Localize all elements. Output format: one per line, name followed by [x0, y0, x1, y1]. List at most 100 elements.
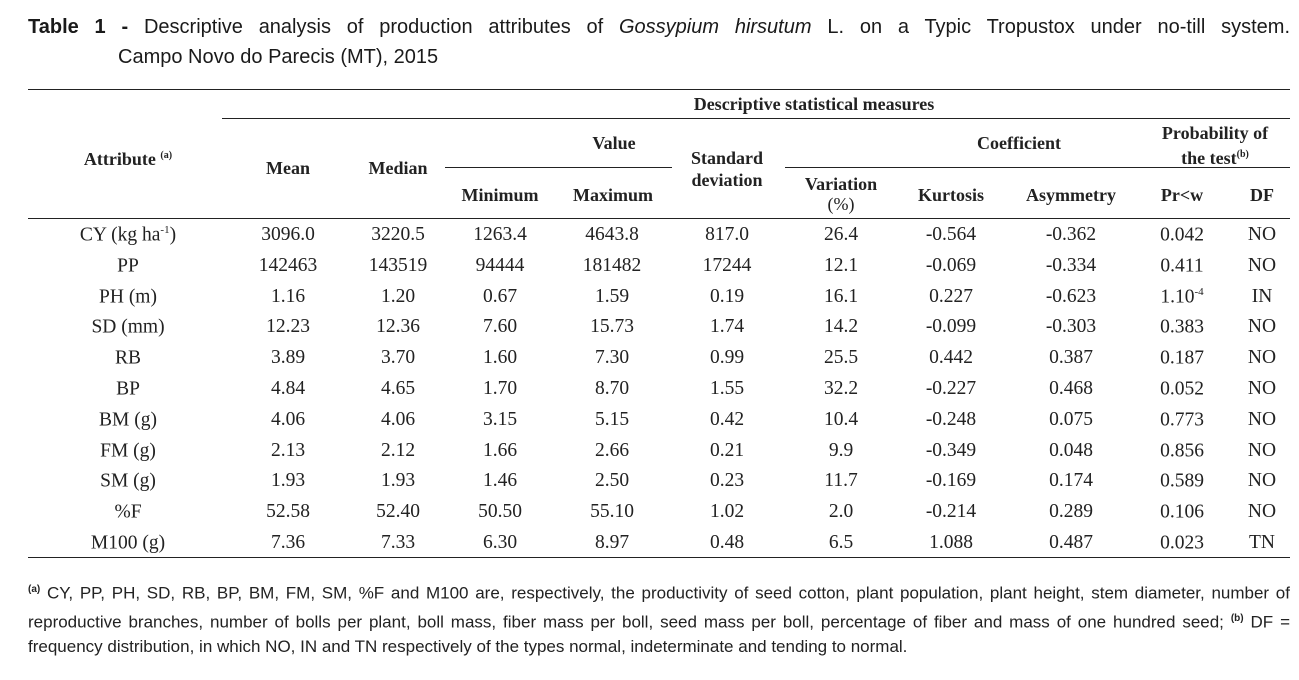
- header-minimum: Minimum: [461, 185, 539, 205]
- cell-df-value: IN: [1251, 285, 1273, 307]
- cell-cv-value: 2.0: [828, 501, 854, 523]
- cell-mean: 1.93: [271, 470, 305, 492]
- cell-mean: 2.13: [271, 440, 305, 462]
- cell-median: 4.06: [381, 409, 415, 431]
- coefficient-rule: [785, 167, 1290, 169]
- cell-df: IN: [1252, 286, 1273, 308]
- footnote-b-text: DF = frequency distribution, in which NO…: [28, 612, 1291, 657]
- cell-kurt-value: 1.088: [929, 532, 973, 553]
- cell-attr: PH (m): [99, 285, 157, 308]
- caption-text-end: L. on a Typic Tropustox under no-till sy…: [827, 16, 1291, 38]
- cell-mean: 52.58: [266, 501, 310, 523]
- cell-sd-value: 0.19: [709, 285, 745, 307]
- cell-df: NO: [1248, 347, 1276, 369]
- cell-attr: FM (g): [100, 439, 156, 462]
- cell-cv: 10.4: [824, 409, 858, 431]
- cell-min-value: 3.15: [482, 408, 518, 430]
- cell-kurt: -0.248: [926, 409, 976, 431]
- footnote-a-text: CY, PP, PH, SD, RB, BP, BM, FM, SM, %F a…: [28, 583, 1290, 632]
- cell-attr-value: M100 (g): [90, 532, 166, 554]
- caption-line-2: Campo Novo do Parecis (MT), 2015: [118, 46, 439, 68]
- cell-median: 12.36: [376, 316, 420, 338]
- cell-min-value: 50.50: [478, 501, 522, 523]
- cell-median-value: 1.93: [380, 470, 416, 492]
- cell-max-value: 7.30: [594, 347, 630, 369]
- cell-median-value: 143519: [368, 254, 428, 276]
- cell-df-value: NO: [1247, 501, 1277, 523]
- cell-attr: PP: [117, 255, 139, 278]
- cell-sd: 1.74: [710, 316, 744, 338]
- cell-asym-value: 0.468: [1049, 378, 1093, 399]
- cell-attr-end: ): [169, 224, 177, 246]
- cell-sd-value: 1.55: [709, 378, 745, 399]
- cell-pr: 0.411: [1160, 255, 1203, 278]
- cell-min: 7.60: [483, 316, 517, 338]
- cell-median: 1.93: [381, 470, 415, 492]
- cell-median-value: 4.06: [380, 408, 416, 430]
- cell-sd-value: 0.48: [709, 532, 745, 553]
- cell-pr-value: 0.589: [1160, 470, 1204, 492]
- cell-cv-value: 9.9: [828, 439, 854, 461]
- cell-attr-value: BM (g): [99, 409, 157, 431]
- cell-mean-value: 52.58: [266, 501, 310, 523]
- cell-pr: 0.023: [1160, 532, 1204, 555]
- cell-kurt-value: -0.349: [925, 439, 977, 461]
- header-kurtosis: Kurtosis: [917, 185, 985, 205]
- header-std-1: Standard: [690, 148, 764, 168]
- cell-kurt-value: 0.442: [929, 347, 973, 369]
- cell-max-value: 15.73: [590, 316, 634, 338]
- cell-cv-value: 26.4: [823, 224, 859, 245]
- cell-mean: 3096.0: [261, 224, 315, 246]
- header-group: Descriptive statistical measures: [693, 94, 935, 114]
- cell-asym: 0.289: [1049, 501, 1093, 523]
- cell-cv-value: 32.2: [823, 378, 859, 399]
- cell-attr-value: SM (g): [100, 470, 156, 492]
- cell-cv: 11.7: [824, 470, 857, 492]
- cell-attr: SM (g): [100, 470, 156, 493]
- cell-max-value: 1.59: [594, 285, 630, 307]
- cell-kurt: -0.169: [926, 470, 976, 492]
- cell-median-value: 2.12: [380, 439, 416, 461]
- cell-median-value: 12.36: [376, 316, 420, 338]
- cell-kurt-value: -0.099: [925, 316, 977, 338]
- cell-sd: 17244: [703, 255, 752, 277]
- cell-asym: 0.468: [1049, 378, 1093, 400]
- cell-mean: 12.23: [266, 316, 310, 338]
- cell-mean: 4.84: [271, 378, 305, 400]
- cell-mean-value: 142463: [258, 254, 318, 276]
- cell-pr: 0.856: [1160, 439, 1204, 462]
- cell-min-value: 1.66: [482, 439, 518, 461]
- cell-df-value: NO: [1247, 224, 1277, 245]
- cell-sd-value: 0.99: [709, 347, 745, 369]
- cell-cv: 25.5: [824, 347, 858, 369]
- bottom-rule: [28, 557, 1290, 559]
- cell-attr-value: PH (m): [99, 285, 157, 307]
- cell-max-value: 181482: [582, 254, 642, 276]
- cell-pr: 0.106: [1160, 501, 1204, 524]
- cell-max: 7.30: [595, 347, 629, 369]
- cell-mean: 7.36: [271, 532, 305, 554]
- cell-attr: BM (g): [99, 409, 157, 432]
- cell-max: 1.59: [595, 286, 629, 308]
- cell-df-value: NO: [1247, 347, 1277, 369]
- cell-asym-value: -0.334: [1045, 254, 1097, 276]
- cell-asym: 0.487: [1049, 532, 1093, 554]
- cell-max: 4643.8: [585, 224, 639, 246]
- species-name: Gossypium hirsutum: [619, 16, 812, 38]
- header-attribute-label: Attribute: [83, 149, 156, 169]
- header-bottom-rule: [28, 218, 1290, 220]
- cell-pr: 0.773: [1160, 409, 1204, 432]
- cell-median: 1.20: [381, 286, 415, 308]
- footnote-b-marker: (b): [1230, 612, 1244, 624]
- cell-max-value: 2.66: [594, 439, 630, 461]
- cell-df: NO: [1248, 378, 1276, 400]
- cell-cv: 32.2: [824, 378, 858, 400]
- cell-df: NO: [1248, 470, 1276, 492]
- cell-mean: 3.89: [271, 347, 305, 369]
- cell-pr: 0.383: [1160, 316, 1204, 339]
- table-label: Table 1 -: [28, 16, 129, 38]
- cell-median: 4.65: [381, 378, 415, 400]
- cell-pr: 0.042: [1160, 224, 1204, 247]
- cell-mean-value: 4.06: [270, 408, 306, 430]
- cell-cv-value: 25.5: [823, 347, 859, 369]
